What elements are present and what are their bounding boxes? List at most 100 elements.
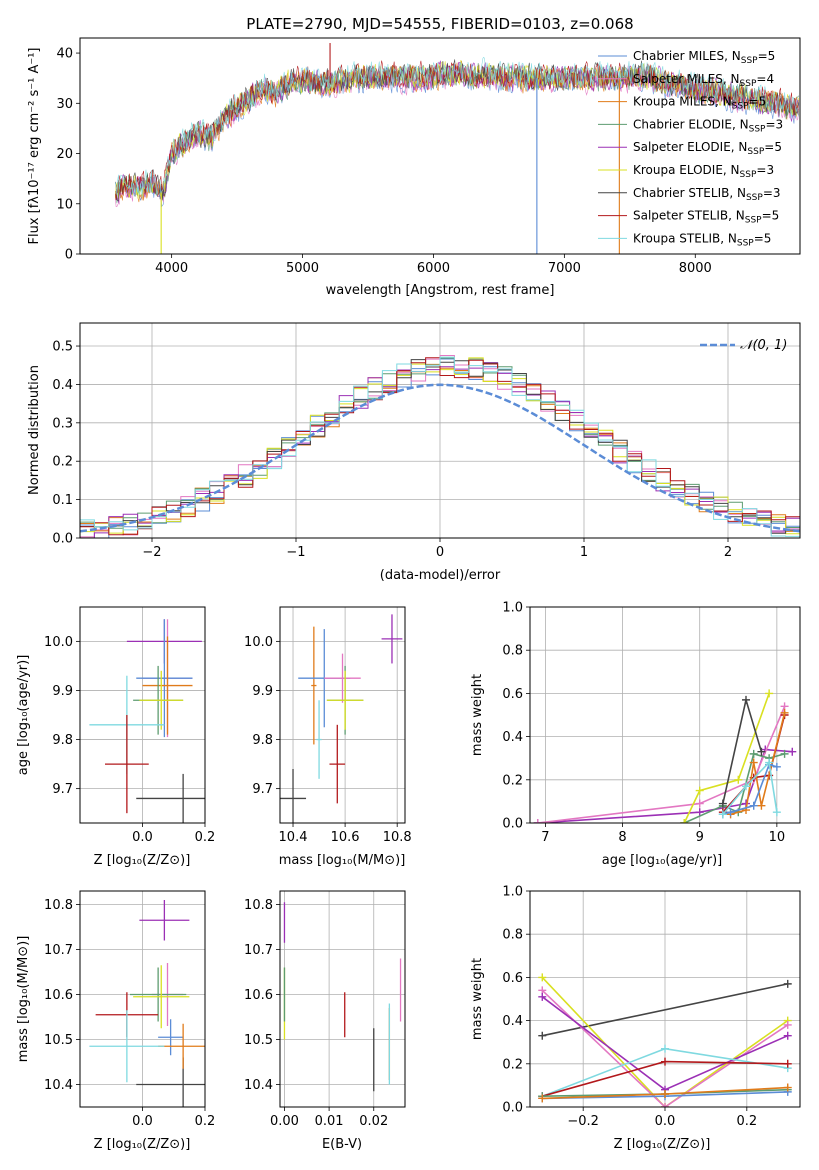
residuals-xtick-label: 0 — [436, 545, 444, 560]
legend-label: Chabrier STELIB, NSSP=3 — [633, 186, 781, 203]
weight-vs-age-point-marker — [780, 708, 789, 717]
age-vs-mass-xlabel: mass [log₁₀(M/M⊙)] — [279, 853, 406, 868]
weight-vs-age-ytick-label: 0.0 — [502, 817, 523, 832]
weight-vs-metallicity-point-marker — [538, 1094, 547, 1103]
weight-vs-age-ytick-label: 0.6 — [502, 687, 523, 702]
age-vs-metallicity-ytick-label: 9.8 — [52, 733, 73, 748]
spectrum-xtick-label: 5000 — [286, 261, 319, 276]
weight-vs-metallicity-xlabel: Z [log₁₀(Z/Z⊙)] — [614, 1137, 711, 1152]
weight-vs-age-ytick-label: 1.0 — [502, 601, 523, 616]
weight-vs-age-point-marker — [749, 749, 758, 758]
residuals-ytick-label: 0.0 — [52, 532, 73, 547]
spectrum-ytick-label: 30 — [56, 97, 73, 112]
spectrum-ytick-label: 10 — [56, 197, 73, 212]
age-vs-mass-ytick-label: 9.8 — [252, 733, 273, 748]
weight-vs-metallicity-point-marker — [538, 1031, 547, 1040]
legend-label-end: =5 — [764, 140, 782, 154]
age-vs-metallicity-panel: 0.0 0.2 9.7 9.8 9.9 10.0 Z [log₁₀(Z/Z⊙)] age … — [16, 606, 216, 868]
residuals-ytick-label: 0.1 — [52, 493, 73, 508]
mass-vs-ebv-ytick-label: 10.4 — [244, 1078, 273, 1093]
mass-vs-metallicity-ytick-label: 10.6 — [44, 988, 73, 1003]
residuals-panel: −2 −1 0 1 2 0.0 0.1 0.2 0.3 0.4 0.5 (data-model)/e… — [27, 322, 801, 583]
weight-vs-metallicity-ytick-label: 0.8 — [502, 928, 523, 943]
residual-histogram-series — [80, 363, 800, 535]
mass-vs-ebv-ytick-label: 10.8 — [244, 898, 273, 913]
residual-histogram-series — [80, 357, 800, 536]
spectrum-xlabel: wavelength [Angstrom, rest frame] — [326, 283, 555, 298]
spectrum-xtick-label: 7000 — [548, 261, 581, 276]
legend-label: Kroupa MILES, NSSP=5 — [633, 95, 766, 112]
age-vs-metallicity-xtick-label: 0.0 — [132, 830, 153, 845]
age-vs-mass-ytick-label: 9.9 — [252, 684, 273, 699]
weight-vs-age-point-marker — [772, 808, 781, 817]
weight-vs-metallicity-panel: −0.2 0.0 0.2 0.0 0.2 0.4 0.6 0.8 1.0 Z [log₁₀(Z/… — [470, 885, 801, 1152]
legend-label: Salpeter STELIB, NSSP=5 — [633, 209, 779, 226]
legend-label-sub: SSP — [749, 124, 766, 134]
mass-vs-metallicity-ytick-label: 10.4 — [44, 1078, 73, 1093]
residuals-legend: 𝒩(0, 1) — [700, 338, 787, 353]
residuals-ytick-label: 0.3 — [52, 416, 73, 431]
mass-vs-ebv-xtick-label: 0.02 — [359, 1114, 388, 1129]
weight-vs-metallicity-ytick-label: 0.0 — [502, 1101, 523, 1116]
age-vs-mass-ytick-label: 9.7 — [252, 782, 273, 797]
weight-vs-age-point-marker — [742, 695, 750, 704]
weight-vs-metallicity-point-marker — [783, 1059, 792, 1068]
legend-label-end: =5 — [762, 209, 780, 223]
mass-vs-ebv-panel: 0.00 0.01 0.02 10.4 10.5 10.6 10.7 10.8 E(B-V) — [244, 890, 406, 1152]
legend-label: Kroupa STELIB, NSSP=5 — [633, 231, 771, 248]
age-vs-mass-xtick-label: 10.8 — [383, 830, 412, 845]
weight-vs-metallicity-point-marker — [661, 1057, 669, 1066]
weight-vs-age-ytick-label: 0.2 — [502, 773, 523, 788]
weight-vs-age-point-marker — [718, 810, 727, 819]
weight-vs-metallicity-point-marker — [661, 1103, 669, 1107]
spectrum-xtick-label: 6000 — [417, 261, 450, 276]
legend-label-sub: SSP — [732, 102, 749, 112]
gaussian-legend-label: 𝒩(0, 1) — [740, 338, 787, 353]
weight-vs-metallicity-ytick-label: 0.2 — [502, 1057, 523, 1072]
age-vs-mass-panel: 10.4 10.6 10.8 9.7 9.8 9.9 10.0 mass [log₁₀(M/… — [244, 606, 412, 868]
weight-vs-age-xtick-label: 7 — [541, 830, 549, 845]
mass-vs-ebv-axes-frame — [279, 890, 406, 1108]
spectrum-title: PLATE=2790, MJD=54555, FIBERID=0103, z=0… — [246, 15, 633, 33]
weight-vs-metallicity-ytick-label: 0.6 — [502, 971, 523, 986]
weight-vs-metallicity-ytick-label: 1.0 — [502, 885, 523, 900]
weight-vs-age-point-marker — [780, 749, 789, 758]
mass-vs-metallicity-ytick-label: 10.8 — [44, 898, 73, 913]
mass-vs-ebv-ytick-label: 10.5 — [244, 1033, 273, 1048]
weight-vs-metallicity-series-line — [541, 989, 789, 1107]
weight-vs-age-point-marker — [695, 786, 704, 795]
weight-vs-age-point-marker — [757, 801, 766, 810]
legend-label: Kroupa ELODIE, NSSP=3 — [633, 163, 774, 180]
legend-label: Chabrier ELODIE, NSSP=3 — [633, 117, 783, 134]
weight-vs-age-point-marker — [788, 747, 797, 756]
weight-vs-metallicity-xtick-label: −0.2 — [567, 1114, 599, 1129]
age-vs-mass-axes-frame — [279, 606, 406, 824]
weight-vs-age-point-marker — [695, 808, 704, 817]
weight-vs-age-point-marker — [726, 808, 735, 817]
mass-vs-metallicity-ytick-label: 10.5 — [44, 1033, 73, 1048]
legend-label-sub: SSP — [746, 193, 763, 203]
legend-label-main: Kroupa MILES, N — [633, 95, 732, 109]
spectrum-series-line — [115, 56, 799, 198]
gaussian-curve — [80, 383, 800, 533]
spectrum-axes-frame — [79, 37, 801, 255]
age-vs-mass-xtick-label: 10.4 — [279, 830, 308, 845]
weight-vs-age-point-marker — [749, 801, 758, 810]
weight-vs-age-series-line — [683, 693, 770, 823]
weight-vs-metallicity-ylabel: mass weight — [470, 958, 485, 1040]
legend-label-sub: SSP — [740, 170, 757, 180]
weight-vs-age-xlabel: age [log₁₀(age/yr)] — [602, 853, 723, 868]
weight-vs-age-point-marker — [749, 758, 758, 767]
weight-vs-age-point-marker — [680, 819, 689, 823]
weight-vs-age-xtick-label: 10 — [769, 830, 786, 845]
residuals-ytick-label: 0.2 — [52, 455, 73, 470]
age-vs-metallicity-ytick-label: 9.9 — [52, 684, 73, 699]
legend-label-end: =5 — [754, 231, 772, 245]
weight-vs-age-series-line — [722, 760, 778, 815]
weight-vs-metallicity-point-marker — [661, 1090, 669, 1099]
weight-vs-metallicity-point-marker — [538, 992, 547, 1001]
weight-vs-age-point-marker — [772, 762, 781, 771]
residuals-ytick-label: 0.4 — [52, 378, 73, 393]
age-vs-metallicity-xtick-label: 0.2 — [195, 830, 216, 845]
